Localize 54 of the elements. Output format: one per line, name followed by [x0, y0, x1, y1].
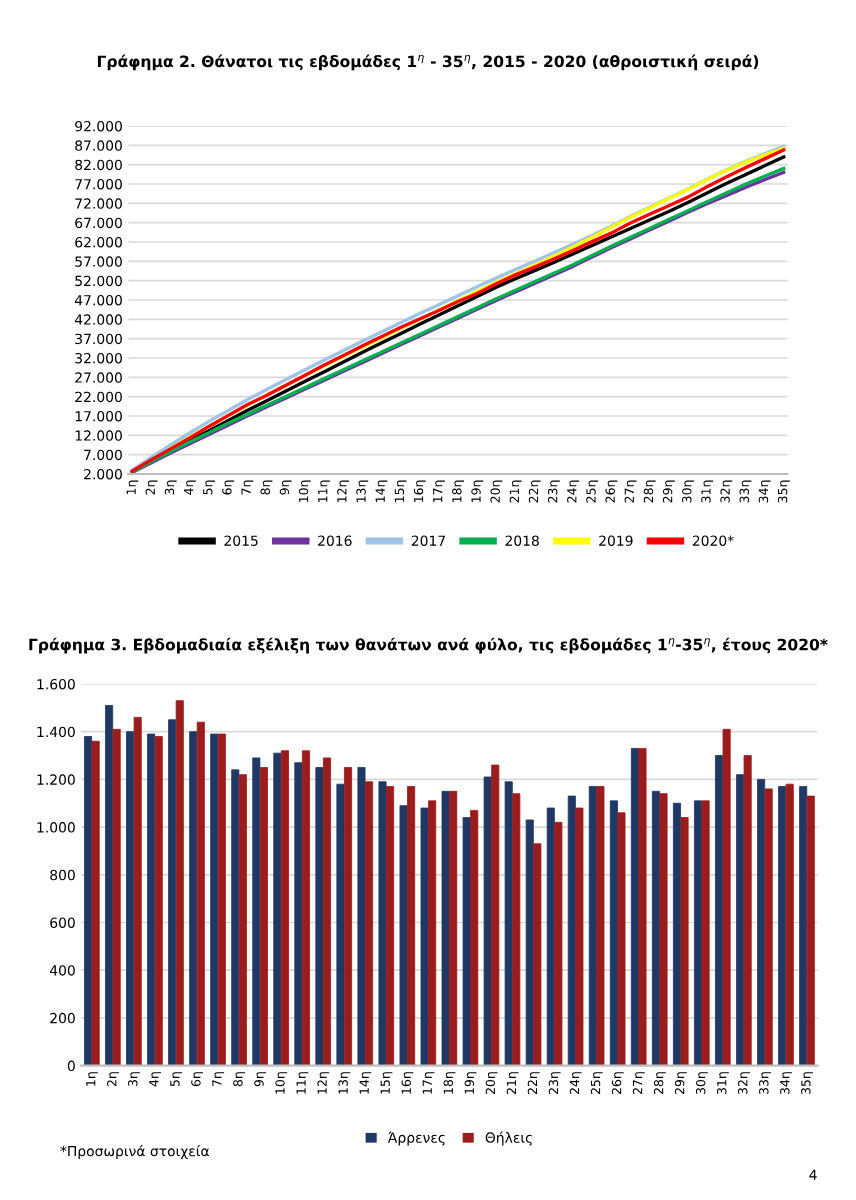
bar	[217, 733, 226, 1066]
bar	[168, 719, 177, 1066]
bar	[231, 769, 240, 1066]
bar	[365, 781, 374, 1066]
bar	[154, 736, 163, 1066]
bar	[504, 781, 513, 1066]
bar	[701, 800, 710, 1066]
bar	[806, 795, 815, 1066]
bar	[407, 786, 416, 1066]
bar	[764, 788, 773, 1066]
bar	[491, 764, 500, 1066]
bar	[280, 750, 289, 1066]
bar	[617, 812, 626, 1066]
bar	[525, 819, 534, 1066]
bar	[357, 767, 366, 1066]
bar	[133, 716, 142, 1066]
bar	[428, 800, 437, 1066]
bar	[336, 783, 345, 1066]
bar	[470, 809, 479, 1066]
bar	[785, 783, 794, 1066]
bar	[512, 793, 521, 1066]
bar	[638, 747, 647, 1066]
bar	[743, 755, 752, 1066]
bar	[483, 776, 492, 1066]
bar	[659, 793, 668, 1066]
bar	[301, 750, 310, 1066]
bar	[344, 767, 353, 1066]
bar	[441, 790, 450, 1066]
bar	[575, 807, 584, 1066]
bar	[420, 807, 429, 1066]
bar	[386, 786, 395, 1066]
bar	[449, 790, 458, 1066]
bar	[189, 731, 198, 1066]
bar	[252, 757, 261, 1066]
bar	[294, 762, 303, 1066]
bar	[554, 821, 563, 1066]
bar	[273, 752, 282, 1066]
bar	[315, 767, 324, 1066]
bar	[196, 721, 205, 1066]
bar	[533, 843, 542, 1066]
bar	[680, 817, 689, 1066]
bar	[238, 774, 247, 1066]
bar	[596, 786, 605, 1066]
bar	[322, 757, 331, 1066]
bar	[175, 700, 184, 1066]
bar	[259, 767, 268, 1066]
bar	[91, 740, 100, 1066]
bar	[210, 733, 219, 1066]
bar	[799, 786, 808, 1066]
bar	[399, 805, 408, 1066]
bar	[112, 728, 121, 1066]
bar	[462, 817, 471, 1066]
bar	[722, 728, 731, 1066]
bar	[378, 781, 387, 1066]
